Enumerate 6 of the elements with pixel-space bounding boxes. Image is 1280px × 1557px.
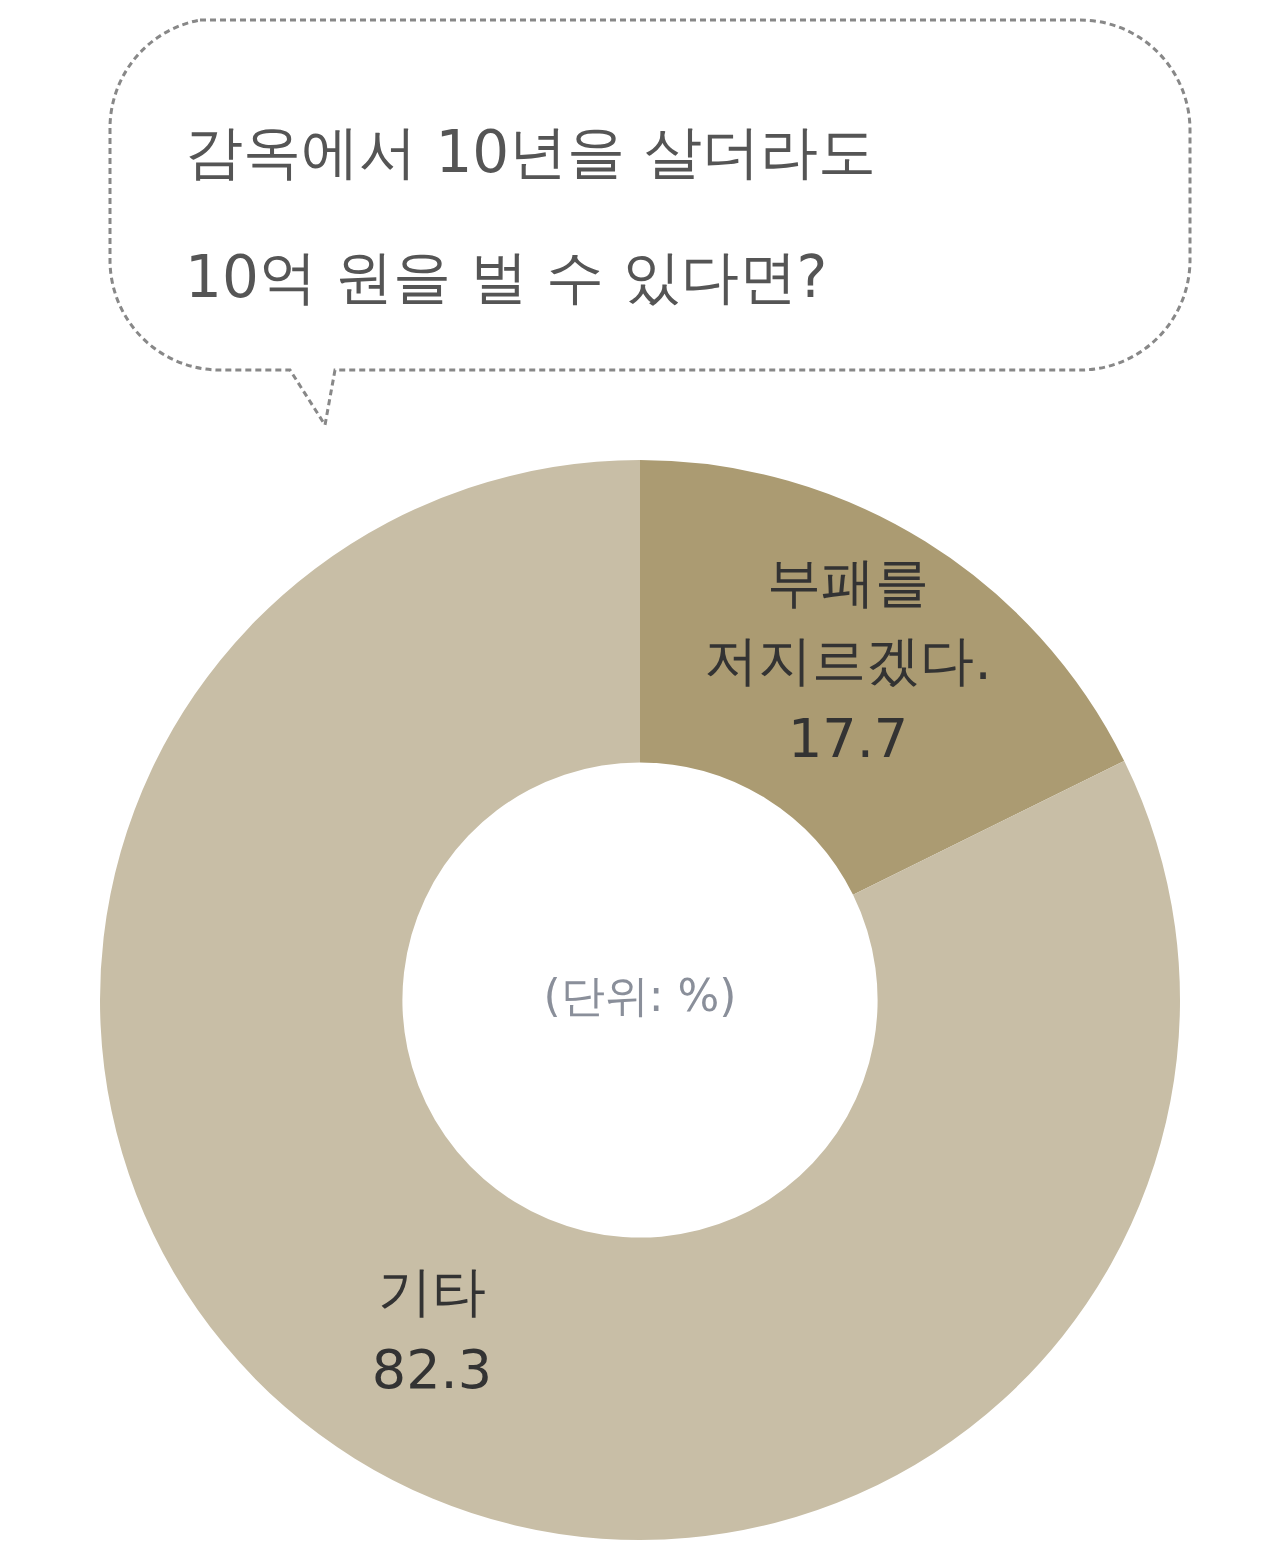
slice-label: 부패를 저지르겠다. bbox=[704, 551, 992, 693]
slice-label: 기타 bbox=[377, 1259, 486, 1323]
data-label: 17.7 bbox=[787, 707, 909, 771]
text: (단위: %) bbox=[543, 970, 737, 1022]
chart-title: 감옥에서 10년을 살더라도 10억 원을 벌 수 있다면? bbox=[185, 117, 877, 313]
data-label: 82.3 bbox=[371, 1337, 493, 1401]
